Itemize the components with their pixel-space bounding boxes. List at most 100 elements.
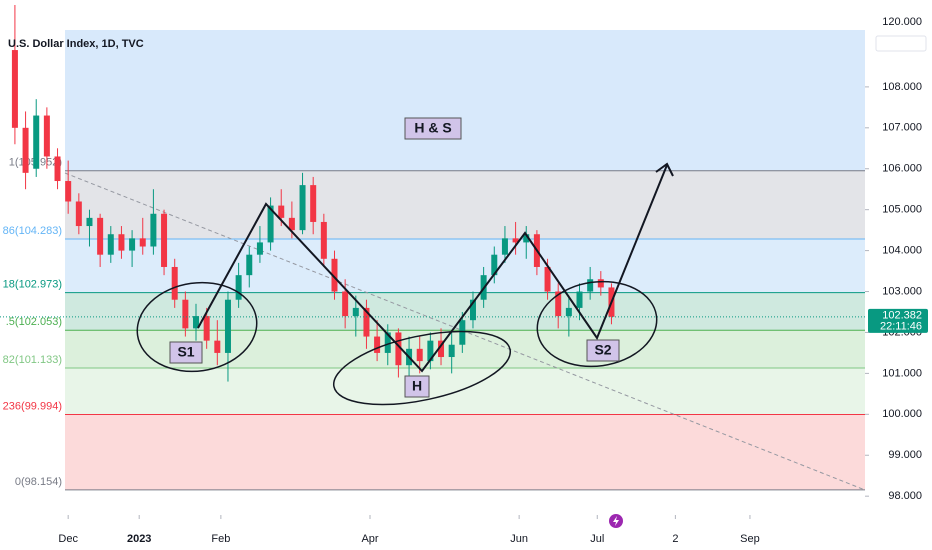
y-tick-label: 101.000	[882, 367, 922, 379]
annotation: H & S	[414, 120, 451, 136]
time-axis-bg	[0, 510, 865, 550]
hs-path	[197, 164, 668, 373]
fib-label: 0(98.154)	[15, 476, 62, 488]
candle-body	[203, 316, 210, 341]
candle-body	[65, 181, 72, 202]
drawings: H & S S1 H S2	[136, 117, 674, 406]
candle-body	[33, 115, 40, 169]
axes: 98.00099.000100.000101.000102.000103.000…	[58, 81, 928, 545]
ellipse	[332, 330, 512, 406]
candle-body	[139, 238, 146, 247]
x-tick-label: Apr	[361, 533, 378, 545]
label-box	[586, 339, 620, 362]
y-tick-label: 103.000	[882, 285, 922, 297]
fib-zone	[65, 170, 865, 240]
candle-body	[224, 299, 231, 353]
y-tick-label: 99.000	[888, 449, 922, 461]
price-axis-bg	[865, 0, 932, 550]
candle-body	[118, 234, 125, 251]
candle-body	[320, 221, 327, 259]
candle-body	[171, 266, 178, 300]
candle-body	[469, 299, 476, 321]
y-tick-label: 107.000	[882, 122, 922, 134]
x-tick-label: 2023	[127, 533, 151, 545]
y-tick-label: 100.000	[882, 408, 922, 420]
candle-body	[246, 254, 253, 276]
x-tick-label: Jul	[590, 533, 604, 545]
bolt	[613, 516, 619, 526]
candle-body	[555, 291, 562, 317]
fib-zone	[65, 30, 865, 171]
countdown: 22:11:46	[880, 321, 922, 333]
fib-label: 18(102.973)	[3, 279, 62, 291]
fib-label: 86(104.283)	[3, 225, 62, 237]
candle-body	[235, 275, 242, 300]
arrow-head	[655, 162, 674, 177]
candle-body	[267, 205, 274, 243]
candle-body	[523, 234, 530, 243]
candle-body	[438, 340, 445, 358]
candle-body	[11, 50, 18, 128]
fib-label: 82(101.133)	[3, 354, 62, 366]
annotation: S1	[177, 344, 194, 360]
candle-body	[342, 291, 349, 317]
candle-body	[288, 217, 295, 231]
candle-body	[384, 332, 391, 353]
candle-body	[299, 185, 306, 231]
candle-body	[352, 307, 359, 317]
candle-body	[256, 242, 263, 255]
chart-title: U.S. Dollar Index, 1D, TVC	[8, 38, 144, 50]
candle-body	[193, 316, 200, 329]
x-tick-label: Jun	[510, 533, 528, 545]
candle-body	[75, 201, 82, 227]
corner-label: 120.000	[882, 16, 922, 28]
fib-label: 236(99.994)	[3, 400, 62, 412]
annotation: S2	[594, 342, 611, 358]
candle-body	[54, 156, 61, 182]
candle-body	[278, 205, 285, 218]
x-tick-label: Dec	[58, 533, 78, 545]
fib-zone	[65, 367, 865, 415]
candle-body	[395, 332, 402, 366]
candle-body	[565, 307, 572, 317]
y-tick-label: 104.000	[882, 245, 922, 257]
candle-body	[97, 217, 104, 255]
candle-body	[501, 238, 508, 255]
fib-zone	[65, 239, 865, 293]
candle-body	[427, 340, 434, 362]
fib-zone	[65, 414, 865, 490]
candle-body	[182, 299, 189, 329]
label-box	[404, 117, 462, 140]
candle-body	[107, 234, 114, 255]
candle-body	[576, 291, 583, 308]
price-tag-label: 102.382	[882, 310, 922, 322]
candle-body	[374, 336, 381, 353]
candle-body	[512, 238, 519, 243]
candle-body	[459, 320, 466, 345]
candle-body	[129, 238, 136, 251]
y-tick-label: 105.000	[882, 204, 922, 216]
y-tick-label: 98.000	[888, 490, 922, 502]
candle-body	[491, 254, 498, 276]
candle-body	[214, 340, 221, 353]
candle-body	[331, 258, 338, 292]
candle-body	[86, 217, 93, 227]
candle-body	[161, 213, 168, 267]
button[interactable]	[875, 35, 927, 52]
candle-body	[448, 344, 455, 358]
label-box	[169, 341, 203, 364]
candle-body	[597, 279, 604, 288]
x-tick-label: Feb	[211, 533, 230, 545]
ellipse	[136, 281, 258, 373]
x-tick-label: 2	[672, 533, 678, 545]
ellipse	[536, 280, 658, 368]
candle-body	[544, 266, 551, 292]
candle-body	[363, 307, 370, 337]
y-tick-label: 108.000	[882, 81, 922, 93]
candle-body	[416, 348, 423, 362]
price-tag	[868, 308, 928, 333]
candle-body	[43, 115, 50, 157]
label-box	[404, 375, 430, 398]
fib-label: .5(102.053)	[6, 316, 62, 328]
